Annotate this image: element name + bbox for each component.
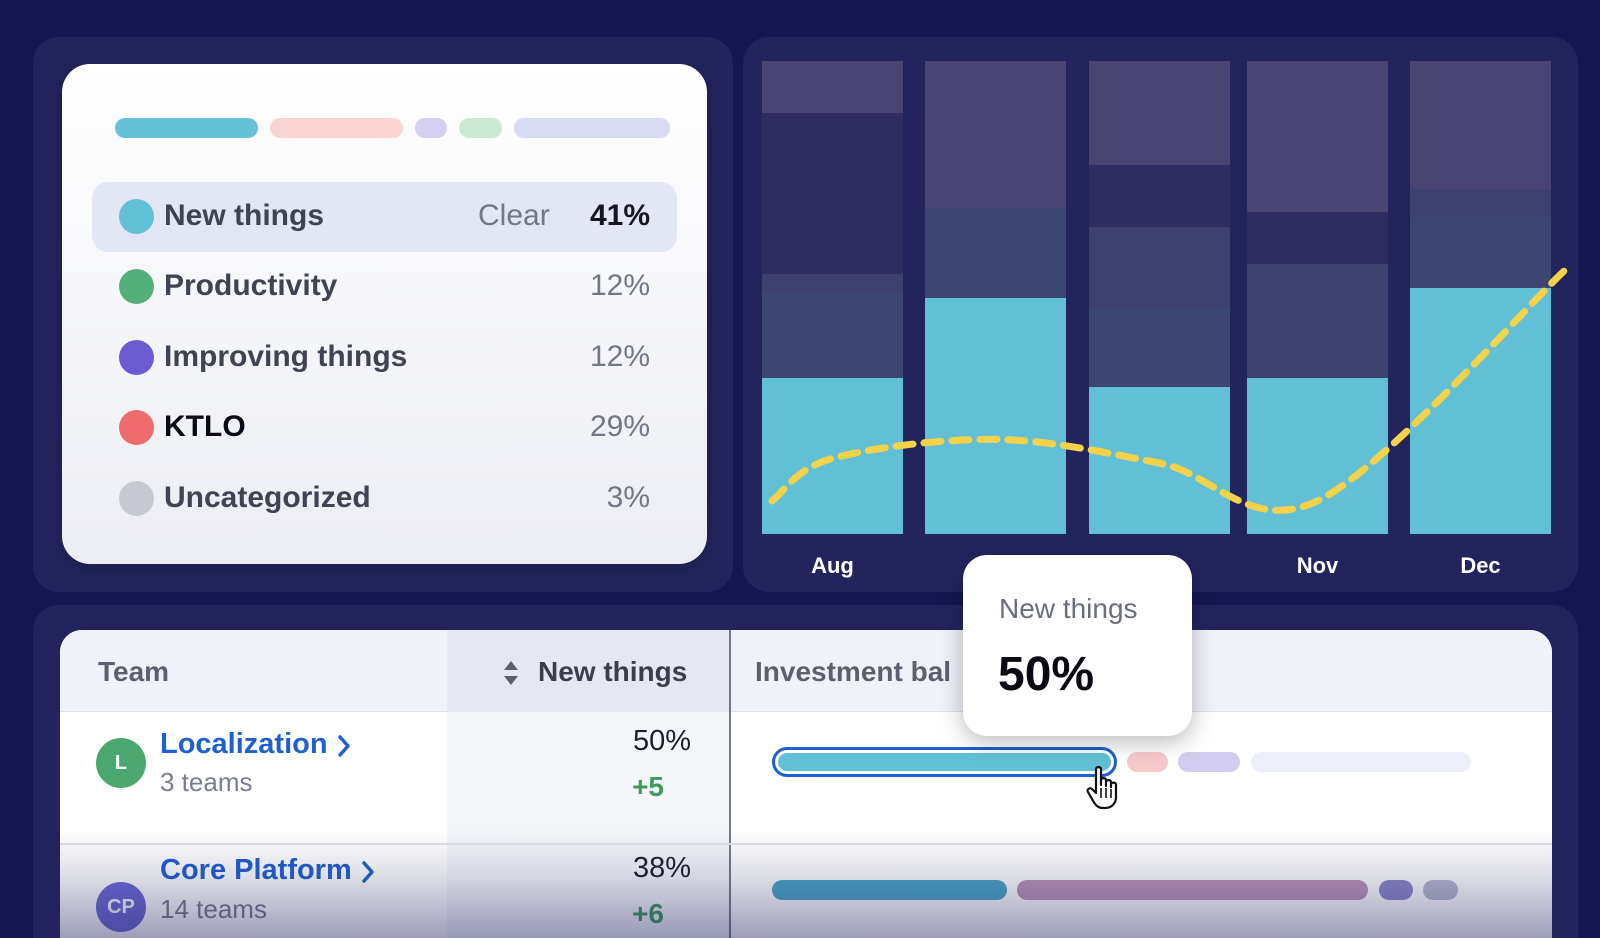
- chevron-right-icon[interactable]: [360, 860, 376, 884]
- distribution-pill-productivity: [459, 118, 502, 138]
- bar-segment: [925, 297, 1066, 534]
- bar-segment: [1247, 61, 1388, 213]
- legend-percent: 29%: [589, 410, 650, 443]
- team-count: 3 teams: [160, 767, 253, 797]
- chevron-right-icon[interactable]: [336, 734, 352, 758]
- bar-segment: [925, 61, 1066, 208]
- bar-segment: [1410, 288, 1551, 534]
- legend-label: Productivity: [164, 269, 338, 302]
- bar-segment: [1247, 212, 1388, 265]
- new-things-delta: +5: [632, 771, 664, 802]
- ktlo-dot-icon: [119, 410, 154, 445]
- improving-things-dot-icon: [119, 340, 154, 375]
- productivity-dot-icon: [119, 269, 154, 304]
- legend-item-productivity[interactable]: Productivity 12%: [92, 252, 677, 322]
- bar-segment: [762, 292, 903, 378]
- bar-segment: [1089, 226, 1230, 307]
- legend-label: Uncategorized: [164, 481, 371, 514]
- bar-segment: [1089, 165, 1230, 227]
- new-things-percent: 38%: [632, 852, 691, 884]
- chart-tooltip: New things 50%: [963, 555, 1192, 736]
- tooltip-label: New things: [999, 593, 1138, 624]
- distribution-pill-ktlo: [270, 118, 403, 138]
- balance-segment[interactable]: [772, 880, 1007, 900]
- bar-column[interactable]: [762, 61, 903, 534]
- team-column-header[interactable]: Team: [98, 656, 170, 687]
- new-things-percent: 50%: [632, 725, 691, 757]
- balance-segment[interactable]: [1378, 880, 1413, 900]
- new-things-dot-icon: [119, 199, 154, 234]
- uncategorized-dot-icon: [119, 481, 154, 516]
- bar-column[interactable]: [925, 61, 1066, 534]
- bar-segment: [1089, 61, 1230, 166]
- team-link[interactable]: Core Platform: [160, 854, 352, 886]
- clear-button[interactable]: Clear: [478, 199, 550, 232]
- bar-column[interactable]: [1247, 61, 1388, 534]
- bar-segment: [925, 207, 1066, 298]
- balance-segment[interactable]: [1016, 880, 1369, 900]
- distribution-pill-uncategorized: [514, 118, 670, 138]
- avatar: L: [96, 738, 146, 788]
- legend-item-ktlo[interactable]: KTLO 29%: [92, 393, 677, 463]
- bar-segment: [1410, 217, 1551, 289]
- legend-label: KTLO: [164, 410, 246, 443]
- tooltip-value: 50%: [998, 648, 1095, 701]
- distribution-pill-improving: [415, 118, 447, 138]
- balance-segment[interactable]: [1127, 752, 1169, 772]
- trend-line: [768, 265, 1570, 514]
- legend-card: New things Clear 41% Productivity 12% Im…: [62, 64, 707, 564]
- new-things-header-cell[interactable]: [447, 630, 729, 712]
- legend-percent: 12%: [589, 340, 650, 373]
- bar-segment: [762, 113, 903, 274]
- avatar: CP: [96, 882, 146, 932]
- row-divider: [60, 843, 1552, 845]
- investment-balance-column-header[interactable]: Investment bal: [755, 656, 952, 687]
- bar-segment: [762, 61, 903, 114]
- team-table: Team New things Investment bal L Localiz…: [60, 630, 1552, 938]
- month-label: Aug: [811, 553, 854, 578]
- month-label: Nov: [1296, 553, 1339, 578]
- balance-segment[interactable]: [1250, 752, 1472, 772]
- month-label: Dec: [1460, 553, 1501, 578]
- team-link[interactable]: Localization: [160, 728, 328, 760]
- column-divider: [729, 630, 731, 938]
- bar-segment: [1410, 61, 1551, 189]
- legend-label: New things: [164, 199, 325, 232]
- bar-column[interactable]: [1410, 61, 1551, 534]
- bar-segment: [1247, 264, 1388, 378]
- legend-item-uncategorized[interactable]: Uncategorized 3%: [92, 464, 677, 534]
- table-header: [60, 630, 1552, 712]
- bar-segment: [1410, 188, 1551, 218]
- distribution-pill-new-things: [115, 118, 258, 138]
- bar-segment: [762, 273, 903, 293]
- balance-segment[interactable]: [1423, 880, 1458, 900]
- legend-label: Improving things: [164, 340, 408, 373]
- hand-cursor-icon: [1086, 766, 1118, 810]
- bar-segment: [1247, 377, 1388, 534]
- legend-item-improving-things[interactable]: Improving things 12%: [92, 323, 677, 393]
- new-things-column-header[interactable]: New things: [538, 656, 688, 687]
- legend-percent: 3%: [606, 481, 650, 514]
- legend-item-new-things[interactable]: New things Clear 41%: [92, 182, 677, 252]
- bar-segment: [762, 377, 903, 534]
- legend-percent: 12%: [589, 269, 650, 302]
- balance-segment[interactable]: [772, 747, 1117, 777]
- balance-segment[interactable]: [1178, 752, 1241, 772]
- new-things-delta: +6: [632, 898, 664, 929]
- legend-percent: 41%: [589, 199, 650, 232]
- sort-icon[interactable]: [502, 660, 520, 686]
- bar-segment: [1089, 306, 1230, 388]
- team-count: 14 teams: [160, 894, 267, 924]
